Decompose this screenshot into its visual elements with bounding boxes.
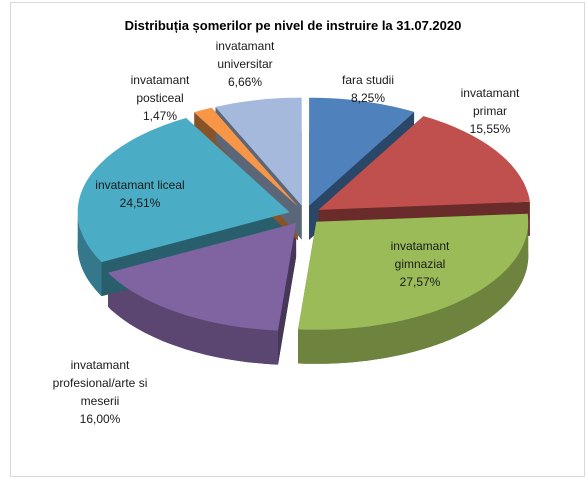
data-label: invatamant posticeal 1,47% bbox=[115, 71, 205, 125]
slice bbox=[194, 107, 298, 207]
chart-title: Distribuția șomerilor pe nivel de instru… bbox=[124, 18, 462, 33]
category-label: invatamant primar bbox=[460, 86, 520, 118]
slice-wall bbox=[298, 221, 529, 364]
category-label: invatamant profesional/arte si meserii bbox=[52, 358, 148, 408]
value-label: 16,00% bbox=[79, 412, 121, 426]
slice-wall bbox=[108, 272, 278, 365]
value-label: 1,47% bbox=[142, 109, 178, 123]
value-label: 15,55% bbox=[469, 122, 511, 136]
category-label: invatamant universitar bbox=[215, 39, 275, 71]
slice bbox=[108, 223, 297, 331]
slice bbox=[77, 118, 290, 263]
data-label: fara studii 8,25% bbox=[328, 71, 408, 107]
slice bbox=[318, 116, 530, 210]
chart-frame bbox=[10, 2, 585, 477]
slice bbox=[298, 213, 529, 330]
slice bbox=[215, 97, 302, 206]
slice-wall bbox=[77, 212, 102, 297]
slice bbox=[309, 97, 415, 206]
value-label: 24,51% bbox=[119, 196, 161, 210]
data-label: invatamant primar 15,55% bbox=[445, 84, 535, 138]
data-label: invatamant universitar 6,66% bbox=[200, 37, 290, 91]
category-label: invatamant gimnazial bbox=[390, 239, 450, 271]
value-label: 8,25% bbox=[350, 91, 386, 105]
data-label: invatamant gimnazial 27,57% bbox=[375, 237, 465, 291]
slice-tops bbox=[77, 97, 530, 331]
value-label: 27,57% bbox=[399, 275, 441, 289]
data-label: invatamant liceal 24,51% bbox=[80, 176, 200, 212]
data-label: invatamant profesional/arte si meserii 16… bbox=[35, 356, 165, 428]
category-label: fara studii bbox=[341, 73, 395, 87]
slice-edge bbox=[278, 223, 297, 365]
category-label: invatamant posticeal bbox=[130, 73, 190, 105]
value-label: 6,66% bbox=[227, 75, 263, 89]
category-label: invatamant liceal bbox=[95, 178, 185, 192]
